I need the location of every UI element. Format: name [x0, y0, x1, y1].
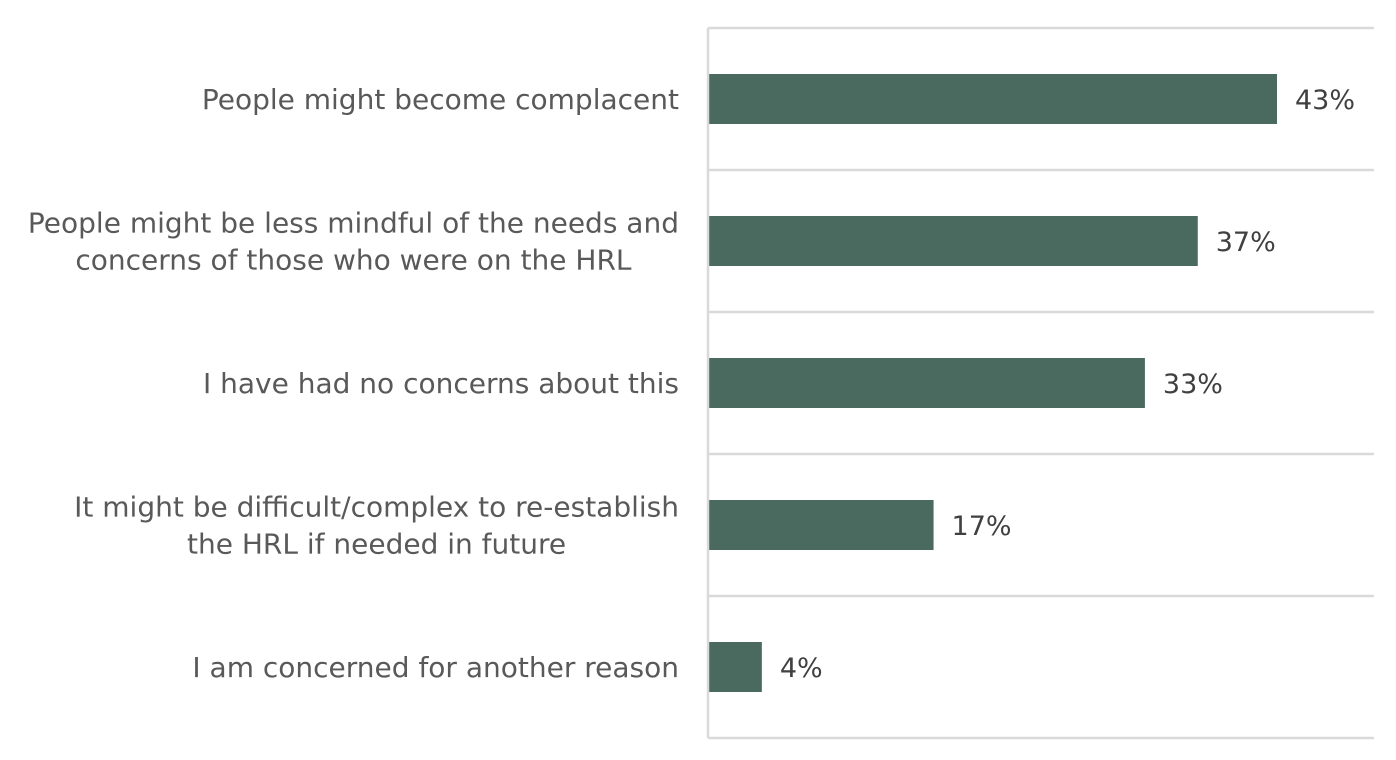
value-labels: 43% 37% 33% 17% 4% — [780, 85, 1355, 684]
value-label: 37% — [1216, 227, 1276, 258]
value-label: 4% — [780, 653, 823, 684]
bar — [709, 358, 1145, 408]
value-label: 33% — [1163, 369, 1223, 400]
category-labels: People might become complacent People mig… — [28, 83, 679, 684]
category-label: I am concerned for another reason — [192, 651, 679, 684]
category-label: I have had no concerns about this — [203, 367, 679, 400]
bar — [709, 74, 1277, 124]
gridlines — [708, 26, 1374, 740]
category-label-line: It might be difficult/complex to re-esta… — [74, 491, 679, 524]
category-label: It might be difficult/complex to re-esta… — [74, 491, 679, 561]
category-label-line: People might be less mindful of the need… — [28, 207, 679, 240]
bar — [709, 642, 762, 692]
bar — [709, 216, 1198, 266]
category-label: People might be less mindful of the need… — [28, 207, 679, 277]
category-label-line: the HRL if needed in future — [187, 528, 566, 561]
category-label-line: concerns of those who were on the HRL — [75, 244, 632, 277]
category-label-line: I am concerned for another reason — [192, 651, 679, 684]
bars — [709, 74, 1277, 692]
bar — [709, 500, 934, 550]
category-label-line: People might become complacent — [202, 83, 679, 116]
category-label: People might become complacent — [202, 83, 679, 116]
value-label: 17% — [952, 511, 1012, 542]
category-label-line: I have had no concerns about this — [203, 367, 679, 400]
value-label: 43% — [1295, 85, 1355, 116]
